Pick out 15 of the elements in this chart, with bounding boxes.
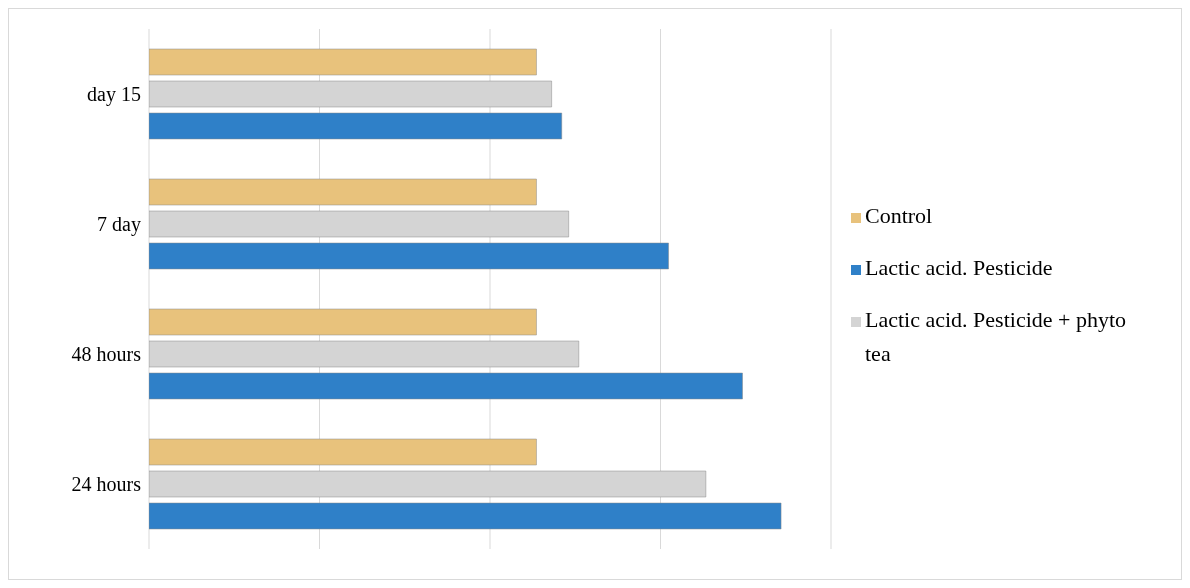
y-tick-label: 48 hours	[71, 343, 142, 366]
bar	[149, 438, 537, 466]
legend-label: Control	[865, 202, 933, 230]
legend-label: Lactic acid. Pesticide + phyto tea	[865, 306, 1128, 368]
bar	[149, 308, 537, 336]
y-tick-label: day 15	[87, 83, 141, 107]
bar	[149, 48, 537, 76]
bar	[149, 242, 669, 270]
bar	[149, 372, 743, 400]
bar	[149, 502, 782, 530]
legend-label: Lactic acid. Pesticide	[865, 254, 1053, 282]
y-tick-label: 7 day	[97, 213, 141, 237]
bar	[149, 178, 537, 206]
bar	[149, 112, 562, 140]
y-tick-label: 24 hours	[71, 473, 142, 496]
